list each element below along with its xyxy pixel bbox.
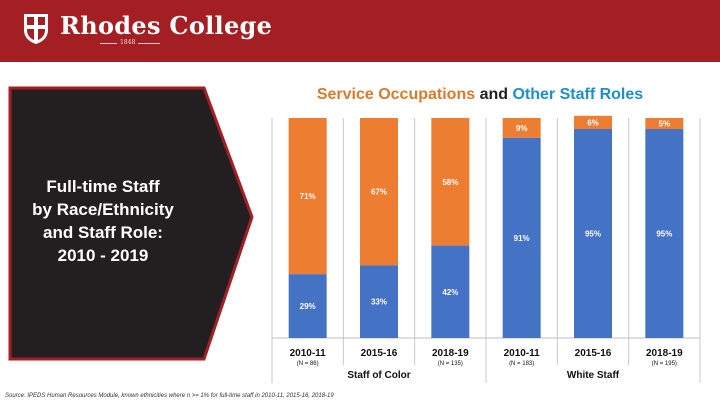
data-label-service: 58%: [442, 178, 458, 187]
source-note: Source: IPEDS Human Resources Module, kn…: [5, 393, 334, 399]
bar-service: [431, 118, 470, 246]
data-label-other: 29%: [300, 302, 316, 311]
n-label: (N = 135): [438, 361, 463, 367]
data-label-other: 95%: [585, 230, 601, 239]
shield-icon: [24, 14, 48, 44]
chart-title-other: Other Staff Roles: [512, 86, 644, 103]
data-label-other: 91%: [514, 234, 530, 243]
data-label-service: 67%: [371, 188, 387, 197]
data-label-other: 95%: [656, 230, 672, 239]
est-year: 1848: [117, 39, 139, 46]
n-label: (N = 195): [652, 361, 677, 367]
category-label: 2018-19: [432, 348, 469, 359]
header-bar: Rhodes College 1848: [0, 0, 720, 62]
group-label: Staff of Color: [347, 370, 410, 381]
bar-service: [574, 115, 612, 129]
bar-other: [431, 245, 470, 338]
bar-service: [288, 118, 327, 275]
data-label-other: 42%: [442, 288, 458, 297]
data-label-service: 9%: [516, 124, 528, 133]
bar-other: [574, 129, 612, 338]
category-label: 2015-16: [575, 348, 612, 359]
bar-other: [288, 274, 327, 338]
college-name[interactable]: Rhodes College: [60, 11, 273, 40]
data-label-service: 6%: [587, 118, 599, 127]
bar-other: [360, 265, 398, 338]
panel-title-line: Full-time Staff: [46, 177, 160, 196]
bar-service: [645, 118, 684, 129]
n-label: (N = 183): [509, 361, 534, 367]
data-label-service: 5%: [659, 120, 671, 129]
bar-other: [502, 137, 541, 338]
data-label-other: 33%: [371, 298, 387, 307]
category-label: 2010-11: [504, 348, 541, 359]
bar-service: [360, 118, 398, 266]
category-label: 2010-11: [290, 348, 327, 359]
panel-title: Full-time Staff by Race/Ethnicity and St…: [18, 175, 188, 267]
group-label: White Staff: [567, 370, 620, 381]
bar-other: [645, 129, 684, 338]
category-label: 2018-19: [646, 348, 683, 359]
panel-title-line: and Staff Role:: [43, 223, 163, 242]
n-label: (N = 86): [297, 361, 319, 367]
bar-service: [502, 118, 541, 138]
chart-title-and: and: [475, 86, 513, 103]
data-label-service: 71%: [300, 192, 316, 201]
title-panel: [8, 86, 254, 361]
chart-title: Service Occupations and Other Staff Role…: [270, 86, 690, 104]
chart-title-service: Service Occupations: [316, 86, 476, 103]
panel-title-line: 2010 - 2019: [57, 246, 149, 265]
category-label: 2015-16: [361, 348, 398, 359]
panel-title-line: by Race/Ethnicity: [32, 200, 174, 219]
